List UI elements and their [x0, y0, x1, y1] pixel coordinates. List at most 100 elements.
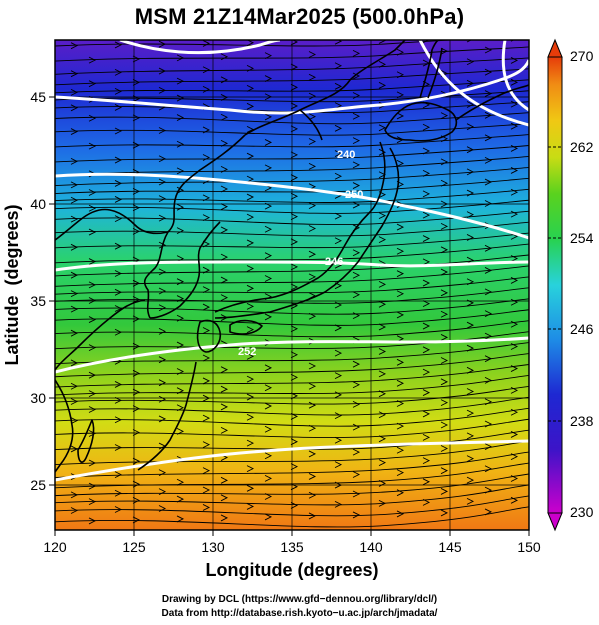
streamline-arrow — [158, 379, 167, 387]
streamline-arrow — [352, 291, 361, 299]
streamline-arrow — [484, 244, 493, 252]
streamline-arrow — [132, 496, 141, 504]
streamline-arrow — [88, 189, 97, 196]
streamline — [55, 320, 529, 338]
colorbar-max-arrow — [547, 38, 563, 58]
streamline — [55, 429, 529, 451]
streamline-arrow — [246, 213, 255, 221]
streamline-arrow — [396, 358, 405, 366]
streamline-arrow — [88, 344, 97, 352]
streamline-arrow — [422, 123, 431, 131]
streamline-arrow — [510, 167, 519, 174]
streamline-arrow — [422, 389, 431, 396]
streamline-arrow — [158, 287, 167, 295]
x-axis — [54, 530, 530, 536]
streamline-arrow — [290, 351, 299, 359]
streamline-arrow — [176, 295, 185, 302]
streamline-arrow — [334, 391, 343, 399]
streamline-arrow — [114, 444, 123, 451]
streamline-arrow — [510, 57, 519, 64]
streamline-arrow — [70, 181, 79, 189]
streamline-arrow — [176, 368, 185, 375]
streamline-arrow — [396, 71, 405, 79]
streamline-arrow — [264, 493, 273, 500]
streamline-arrow — [334, 212, 343, 220]
contour-label: 240 — [337, 149, 355, 161]
streamline-arrow — [88, 258, 97, 265]
streamline — [55, 364, 529, 388]
streamline-arrow — [466, 256, 475, 264]
streamline-arrow — [484, 178, 493, 186]
streamline-arrow — [220, 494, 229, 502]
streamline-arrow — [88, 228, 97, 236]
streamline-arrow — [308, 401, 317, 409]
streamline-arrow — [290, 102, 299, 110]
streamline-arrow — [246, 302, 255, 310]
y-tick-label: 30 — [30, 390, 46, 406]
streamline-arrow — [484, 288, 493, 296]
streamline-arrow — [510, 255, 519, 262]
streamline-arrow — [510, 188, 519, 196]
streamline-arrow — [396, 112, 405, 120]
streamline — [55, 473, 529, 497]
x-tick-label: 130 — [201, 539, 225, 555]
streamline — [55, 57, 529, 75]
streamline-arrow — [88, 406, 97, 413]
streamline-arrow — [220, 53, 229, 61]
streamline-arrow — [378, 280, 387, 288]
streamline-arrow — [484, 90, 493, 97]
streamline-arrow — [466, 189, 475, 197]
x-axis-title: Longitude (degrees) — [205, 560, 378, 580]
streamline-arrow — [396, 48, 405, 56]
streamline-arrow — [132, 516, 141, 524]
streamline-arrow — [352, 249, 361, 257]
streamline-arrow — [202, 286, 211, 294]
streamline-arrow — [440, 310, 449, 318]
streamline-arrow — [114, 215, 123, 223]
streamline — [55, 353, 529, 378]
streamline-arrow — [220, 94, 229, 101]
streamline-arrow — [290, 463, 299, 471]
streamline-arrow — [466, 40, 472, 43]
streamline-arrow — [132, 388, 141, 396]
streamline-arrow — [114, 396, 123, 404]
streamline-arrow — [440, 488, 449, 495]
streamline-arrow — [290, 192, 299, 200]
streamline — [55, 418, 529, 439]
streamline-arrow — [202, 441, 211, 449]
streamline-arrow — [334, 82, 343, 90]
streamline-arrow — [466, 123, 475, 131]
streamline-arrow — [132, 55, 141, 63]
streamline-arrow — [88, 482, 97, 490]
streamline-arrow — [352, 137, 361, 144]
streamline — [55, 287, 529, 304]
streamline-arrow — [308, 273, 317, 281]
streamline-arrow — [484, 200, 493, 207]
streamline-arrow — [352, 423, 361, 431]
streamline-arrow — [484, 310, 493, 318]
y-tick-label: 35 — [30, 293, 46, 309]
streamline-arrow — [290, 238, 299, 246]
isotherm-contours — [55, 40, 529, 482]
streamline-arrow — [88, 430, 97, 437]
streamline-arrow — [290, 125, 299, 133]
streamline — [55, 145, 529, 163]
streamline-arrow — [334, 172, 343, 180]
streamline-arrow — [202, 486, 211, 494]
streamline-arrow — [378, 61, 387, 68]
streamline-arrow — [440, 47, 449, 55]
x-tick-label: 150 — [517, 539, 541, 555]
streamline-arrow — [466, 234, 475, 241]
x-tick-label: 125 — [122, 539, 146, 555]
streamline-arrow — [202, 504, 211, 511]
streamline-arrow — [510, 210, 519, 218]
streamline-arrow — [132, 480, 141, 488]
streamline — [55, 265, 529, 287]
streamline-arrow — [440, 158, 449, 166]
streamline-arrow — [510, 145, 519, 152]
streamline-arrow — [220, 76, 229, 84]
streamline-arrow — [378, 370, 387, 378]
streamline-arrow — [176, 167, 185, 175]
colorbar-label: 230 — [570, 504, 594, 520]
streamline-arrow — [114, 489, 123, 497]
